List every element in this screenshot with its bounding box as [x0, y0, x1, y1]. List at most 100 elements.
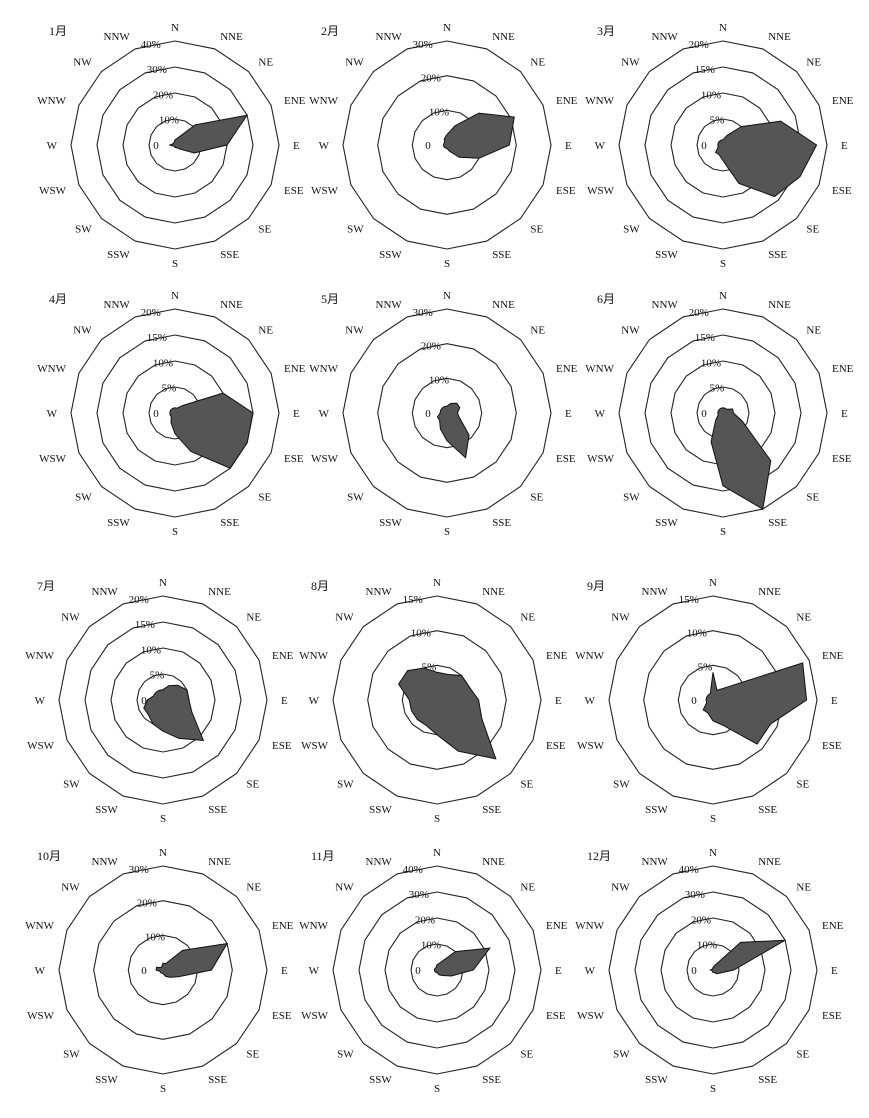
direction-label-nne: NNE	[482, 856, 505, 868]
direction-label-s: S	[160, 813, 166, 825]
ring-label: 10%	[701, 357, 721, 369]
direction-label-nnw: NNW	[92, 586, 119, 598]
ring-label: 10%	[429, 374, 449, 386]
direction-label-sse: SSE	[758, 1074, 777, 1086]
month-title: 1月	[49, 24, 67, 38]
direction-label-sse: SSE	[220, 517, 239, 529]
ring-label: 15%	[403, 594, 423, 606]
direction-label-wnw: WNW	[575, 650, 604, 662]
direction-label-wsw: WSW	[577, 740, 605, 752]
direction-label-wnw: WNW	[309, 95, 338, 107]
direction-label-ese: ESE	[556, 453, 576, 465]
ring-30	[342, 308, 552, 518]
ring-label: 20%	[141, 307, 161, 319]
direction-label-w: W	[309, 695, 320, 707]
wind-frequency-polygon	[155, 942, 229, 978]
direction-label-n: N	[171, 290, 179, 302]
center-zero-label: 0	[425, 408, 431, 420]
direction-label-nw: NW	[611, 612, 630, 624]
direction-label-wsw: WSW	[587, 453, 615, 465]
center-zero-label: 0	[691, 695, 697, 707]
direction-label-n: N	[159, 577, 167, 589]
direction-label-nne: NNE	[208, 586, 231, 598]
direction-label-sse: SSE	[492, 249, 511, 261]
direction-label-wnw: WNW	[25, 650, 54, 662]
ring-30	[342, 40, 552, 250]
ring-20	[93, 900, 233, 1040]
direction-label-s: S	[160, 1083, 166, 1095]
direction-label-sse: SSE	[208, 1074, 227, 1086]
direction-label-wnw: WNW	[299, 920, 328, 932]
direction-label-ese: ESE	[284, 185, 304, 197]
ring-label: 15%	[695, 64, 715, 76]
direction-label-ese: ESE	[832, 453, 852, 465]
direction-label-ese: ESE	[822, 740, 842, 752]
center-zero-label: 0	[153, 408, 159, 420]
ring-label: 15%	[695, 332, 715, 344]
direction-label-sw: SW	[623, 223, 640, 235]
wind-rose-12: 10% 20% 30% 40% 0 N NNE NE ENE E ESE SE SSE S SSW SW WSW…	[575, 847, 843, 1095]
direction-label-ne: NE	[520, 612, 535, 624]
direction-label-n: N	[159, 847, 167, 859]
direction-label-n: N	[719, 22, 727, 34]
direction-label-ene: ENE	[556, 95, 578, 107]
direction-label-nw: NW	[61, 882, 80, 894]
direction-label-nw: NW	[73, 325, 92, 337]
ring-label: 30%	[129, 864, 149, 876]
direction-label-e: E	[293, 408, 300, 420]
direction-label-sse: SSE	[482, 804, 501, 816]
direction-label-ene: ENE	[272, 920, 294, 932]
direction-label-ssw: SSW	[379, 249, 402, 261]
direction-label-n: N	[443, 290, 451, 302]
wind-rose-11: 10% 20% 30% 40% 0 N NNE NE ENE E ESE SE SSE S SSW SW WSW…	[299, 847, 567, 1095]
wind-frequency-polygon	[436, 402, 470, 459]
direction-label-nnw: NNW	[104, 299, 131, 311]
direction-label-sse: SSE	[208, 804, 227, 816]
direction-label-ssw: SSW	[379, 517, 402, 529]
direction-label-ene: ENE	[822, 650, 844, 662]
wind-rose-2: 10% 20% 30% 0 N NNE NE ENE E ESE SE SSE S SSW SW WSW W WN…	[309, 22, 577, 270]
direction-label-s: S	[710, 1083, 716, 1095]
direction-label-s: S	[172, 526, 178, 538]
month-title: 8月	[311, 579, 329, 593]
wind-rose-9: 5% 10% 15% 0 N NNE NE ENE E ESE SE SSE S SSW SW WSW W WNW…	[575, 577, 843, 825]
direction-label-se: SE	[530, 491, 543, 503]
ring-label: 20%	[689, 39, 709, 51]
direction-label-sw: SW	[63, 1048, 80, 1060]
direction-label-sw: SW	[75, 223, 92, 235]
direction-label-e: E	[841, 408, 848, 420]
direction-label-sw: SW	[623, 491, 640, 503]
wind-rose-5: 10% 20% 30% 0 N NNE NE ENE E ESE SE SSE S SSW SW WSW W WN…	[309, 290, 577, 538]
ring-label: 10%	[421, 940, 441, 952]
ring-label: 20%	[421, 341, 441, 353]
direction-label-wsw: WSW	[39, 185, 67, 197]
direction-label-nnw: NNW	[652, 299, 679, 311]
ring-40	[70, 40, 280, 250]
direction-label-ene: ENE	[832, 363, 854, 375]
direction-label-wsw: WSW	[301, 740, 329, 752]
direction-label-s: S	[710, 813, 716, 825]
direction-label-ssw: SSW	[107, 517, 130, 529]
direction-label-e: E	[565, 408, 572, 420]
ring-label: 5%	[150, 670, 165, 682]
ring-label: 20%	[137, 898, 157, 910]
ring-15	[96, 334, 254, 492]
ring-10	[643, 630, 783, 770]
ring-label: 20%	[421, 73, 441, 85]
ring-label: 20%	[153, 89, 173, 101]
direction-label-sw: SW	[337, 778, 354, 790]
direction-label-n: N	[171, 22, 179, 34]
ring-label: 30%	[147, 64, 167, 76]
ring-label: 10%	[145, 931, 165, 943]
wind-frequency-polygon	[433, 947, 491, 977]
direction-label-se: SE	[530, 223, 543, 235]
direction-label-ese: ESE	[546, 1010, 566, 1022]
direction-label-ssw: SSW	[369, 804, 392, 816]
direction-label-nnw: NNW	[366, 586, 393, 598]
direction-label-nnw: NNW	[366, 856, 393, 868]
direction-label-wnw: WNW	[309, 363, 338, 375]
direction-label-ne: NE	[796, 612, 811, 624]
direction-label-s: S	[172, 258, 178, 270]
direction-label-e: E	[555, 965, 562, 977]
